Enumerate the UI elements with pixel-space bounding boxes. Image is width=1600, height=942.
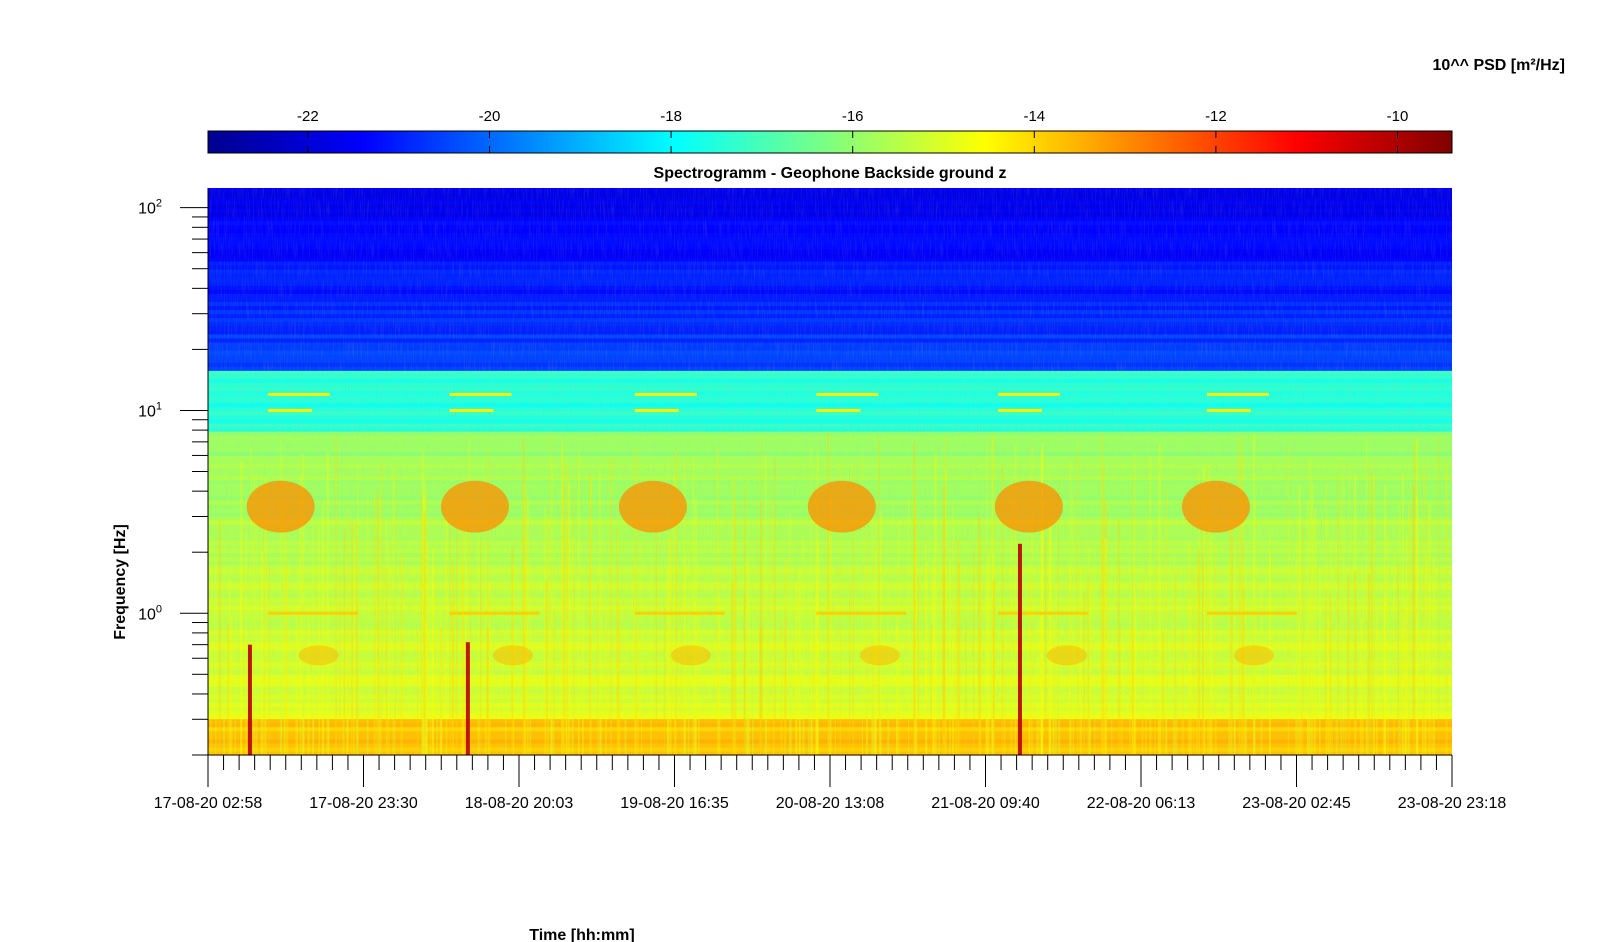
tonal-line	[267, 611, 358, 615]
low-freq-blob	[298, 645, 339, 666]
transient-event	[465, 642, 470, 755]
heatmap-speckle	[208, 188, 1452, 755]
colorbar: 10^^ PSD [m²/Hz] -22 -20 -18 -16 -14 -12 -10	[207, 57, 1565, 154]
tonal-line	[816, 611, 907, 615]
y-tick-label: 100	[138, 603, 162, 623]
tonal-line	[997, 408, 1042, 412]
tonal-line	[267, 408, 312, 412]
x-tick-label: 19-08-20 16:35	[620, 795, 729, 812]
y-axis-label: Frequency [Hz]	[112, 524, 129, 640]
x-tick-label: 21-08-20 09:40	[931, 795, 1040, 812]
colorbar-label: 10^^ PSD [m²/Hz]	[1433, 57, 1565, 74]
activity-blob	[618, 480, 687, 533]
low-freq-blob	[670, 645, 711, 666]
low-freq-blob	[1233, 645, 1274, 666]
tonal-line	[449, 611, 540, 615]
x-tick-label: 17-08-20 23:30	[309, 795, 418, 812]
activity-blob	[807, 480, 876, 533]
chart-title: Spectrogramm - Geophone Backside ground …	[654, 165, 1007, 182]
low-freq-blob	[1046, 645, 1087, 666]
spectral-features	[246, 392, 1297, 755]
tonal-line	[267, 392, 330, 396]
tonal-line	[449, 408, 494, 412]
tonal-line	[816, 392, 879, 396]
colorbar-tick-label: -16	[842, 108, 864, 125]
colorbar-tick-label: -14	[1023, 108, 1045, 125]
tonal-line	[634, 408, 679, 412]
activity-blob	[994, 480, 1063, 533]
x-tick-label: 20-08-20 13:08	[776, 795, 885, 812]
y-axis: 100 101 102	[138, 188, 209, 756]
tonal-line	[1206, 392, 1269, 396]
y-tick-label: 101	[138, 400, 162, 420]
tonal-line	[997, 392, 1060, 396]
tonal-line	[449, 392, 512, 396]
low-freq-blob	[859, 645, 900, 666]
colorbar-tick-label: -20	[479, 108, 501, 125]
activity-blob	[246, 480, 315, 533]
low-freq-blob	[492, 645, 533, 666]
x-axis-label: Time [hh:mm]	[529, 927, 634, 942]
transient-event	[247, 644, 252, 755]
x-tick-label: 23-08-20 23:18	[1398, 795, 1507, 812]
tonal-line	[816, 408, 861, 412]
activity-blob	[440, 480, 509, 533]
activity-blob	[1181, 480, 1250, 533]
tonal-line	[1206, 408, 1251, 412]
tonal-line	[1206, 611, 1297, 615]
colorbar-ticks: -22 -20 -18 -16 -14 -12 -10	[297, 108, 1408, 153]
transient-event	[1017, 543, 1022, 755]
tonal-line	[634, 611, 725, 615]
tonal-line	[634, 392, 697, 396]
x-tick-label: 17-08-20 02:58	[154, 795, 263, 812]
colorbar-tick-label: -12	[1205, 108, 1227, 125]
colorbar-gradient	[207, 130, 1453, 154]
y-tick-label: 102	[138, 198, 162, 218]
x-tick-label: 18-08-20 20:03	[465, 795, 574, 812]
plot-area	[208, 188, 1452, 756]
x-axis: 17-08-20 02:58 17-08-20 23:30 18-08-20 20:…	[154, 754, 1507, 812]
x-tick-label: 23-08-20 02:45	[1242, 795, 1351, 812]
x-tick-label: 22-08-20 06:13	[1087, 795, 1196, 812]
colorbar-tick-label: -18	[660, 108, 682, 125]
colorbar-tick-label: -22	[297, 108, 319, 125]
tonal-line	[997, 611, 1088, 615]
colorbar-tick-label: -10	[1387, 108, 1409, 125]
